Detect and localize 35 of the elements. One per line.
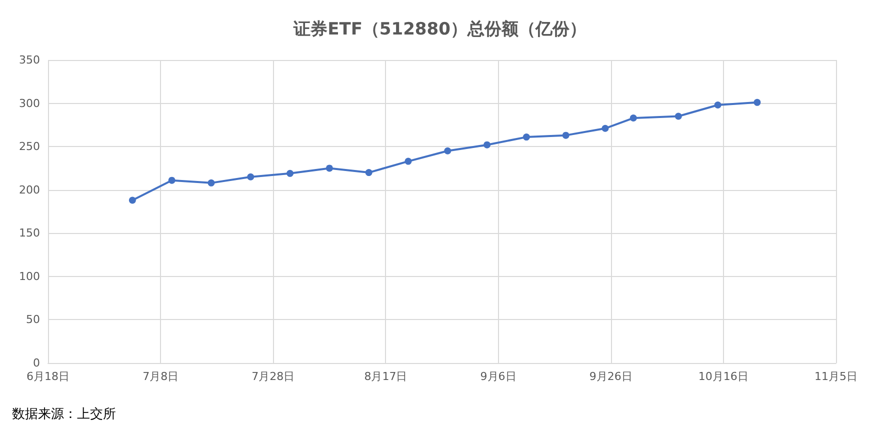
point [247,173,254,180]
x-tick-label: 7月28日 [252,370,295,383]
x-tick-label: 6月18日 [26,370,70,383]
point [522,134,530,141]
point [562,132,570,139]
y-tick-label: 300 [19,96,40,110]
y-tick-label: 250 [19,140,40,154]
point [326,164,333,172]
y-tick-label: 0 [33,356,40,370]
point [602,124,609,132]
x-tick-label: 10月16日 [698,370,748,383]
y-tick-label: 150 [19,226,40,240]
point [365,169,372,176]
point [754,98,761,106]
point [630,114,637,122]
point [128,196,136,204]
point [208,179,215,186]
source-note: 数据来源：上交所 [12,406,116,422]
x-tick-label: 11月5日 [814,370,858,383]
y-tick-label: 350 [19,54,40,66]
x-tick-label: 9月26日 [589,370,632,383]
x-tick-label: 7月8日 [142,370,179,383]
point [168,176,176,184]
x-tick-label: 9月6日 [480,370,516,383]
point [484,141,491,148]
point [404,158,412,165]
x-tick-label: 8月17日 [364,370,408,383]
point [444,147,452,154]
point [286,170,294,177]
chart-title: 证券ETF（512880）总份额（亿份） [292,20,586,40]
y-tick-label: 50 [26,313,40,326]
y-tick-label: 200 [19,183,40,196]
y-tick-label: 100 [19,270,40,283]
point [674,112,682,120]
point [714,102,722,109]
